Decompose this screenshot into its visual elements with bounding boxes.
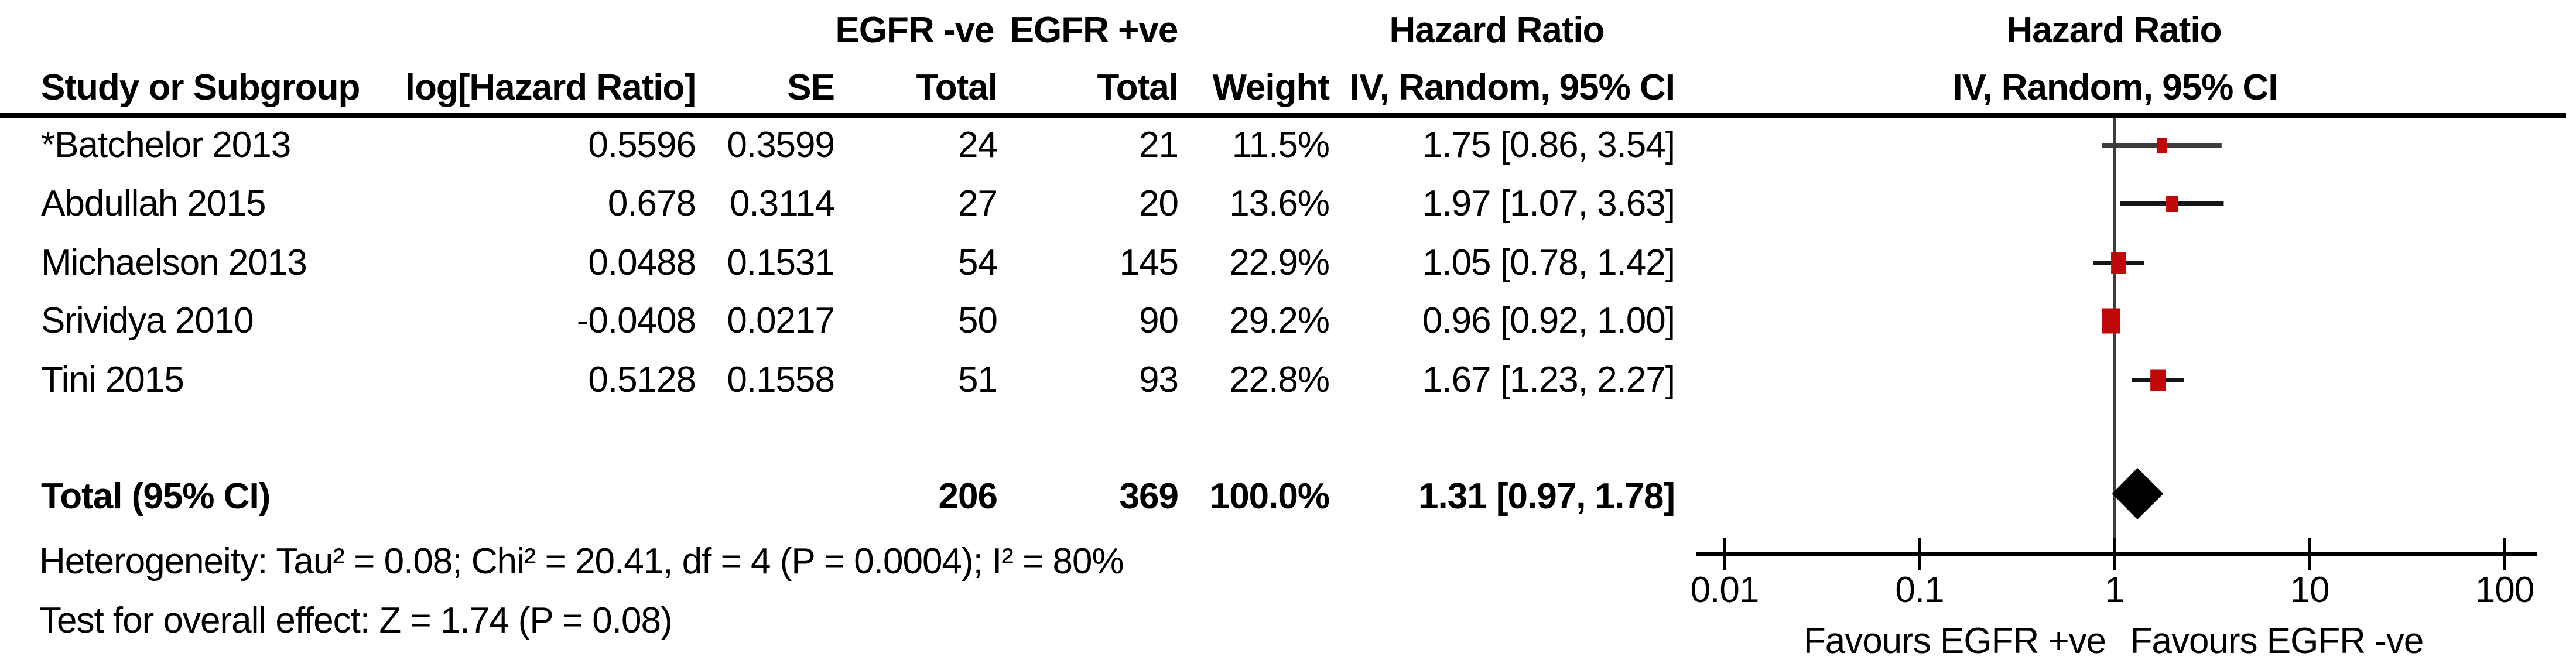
study-name: Abdullah 2015 [41,183,266,224]
cell-se: 0.3599 [727,125,835,165]
cell-egfr-pos-total: 90 [1139,300,1179,341]
cell-weight: 22.9% [1229,242,1330,283]
column-header-se: SE [787,67,835,108]
favours-right-label: Favours EGFR -ve [2130,621,2424,661]
total-diamond [2112,468,2164,519]
effect-box [2111,252,2127,274]
cell-weight: 11.5% [1231,125,1330,165]
cell-ci-text: 1.05 [0.78, 1.42] [1422,242,1675,283]
x-axis-tick [1723,538,1726,570]
no-effect-line [2113,118,2116,555]
cell-log-hr: 0.678 [607,183,696,224]
overall-effect-text: Test for overall effect: Z = 1.74 (P = 0… [39,600,673,641]
x-axis-line [1696,552,2537,556]
cell-egfr-pos-total: 20 [1139,183,1179,224]
x-axis-tick [2113,538,2116,570]
total-row-label: Total (95% CI) [41,476,271,517]
cell-ci-text: 1.75 [0.86, 3.54] [1422,125,1675,165]
cell-se: 0.3114 [729,183,835,224]
cell-egfr-neg-total: 51 [958,360,998,400]
cell-log-hr: -0.0408 [576,300,696,341]
cell-log-hr: 0.0488 [588,242,696,283]
cell-se: 0.0217 [727,300,835,341]
column-header-weight: Weight [1212,67,1330,108]
group-header-hazard-ratio-plot: Hazard Ratio [2006,10,2222,50]
column-header-ci-plot: IV, Random, 95% CI [1952,67,2278,108]
x-axis-tick [1918,538,1921,570]
study-name: *Batchelor 2013 [41,125,291,165]
column-header-study: Study or Subgroup [41,67,360,108]
cell-egfr-pos-total: 145 [1119,242,1179,283]
cell-weight: 22.8% [1229,360,1330,400]
cell-log-hr: 0.5128 [588,360,696,400]
x-axis-tick [2308,538,2311,570]
axis-tick-label: 0.01 [1690,570,1760,610]
total-egfr-neg-total: 206 [938,476,998,517]
x-axis-tick [2503,538,2506,570]
group-header-egfr-neg: EGFR -ve [835,10,994,50]
group-header-hazard-ratio-table: Hazard Ratio [1389,10,1605,50]
column-header-log-hr: log[Hazard Ratio] [405,67,696,108]
axis-tick-label: 10 [2290,570,2330,610]
cell-egfr-pos-total: 93 [1139,360,1179,400]
cell-se: 0.1531 [727,242,835,283]
cell-ci-text: 1.97 [1.07, 3.63] [1422,183,1675,224]
heterogeneity-text: Heterogeneity: Tau² = 0.08; Chi² = 20.41… [39,541,1124,582]
cell-ci-text: 0.96 [0.92, 1.00] [1422,300,1675,341]
cell-se: 0.1558 [727,360,835,400]
effect-box [2166,196,2178,212]
cell-egfr-neg-total: 24 [958,125,998,165]
effect-box [2156,138,2167,153]
cell-weight: 29.2% [1229,300,1330,341]
cell-egfr-neg-total: 50 [958,300,998,341]
cell-egfr-neg-total: 27 [958,183,998,224]
group-header-egfr-pos: EGFR +ve [1010,10,1179,50]
total-egfr-pos-total: 369 [1119,476,1179,517]
total-ci-text: 1.31 [0.97, 1.78] [1418,476,1675,517]
axis-tick-label: 0.1 [1895,570,1944,610]
column-header-total-egfr-pos: Total [1097,67,1179,108]
total-weight: 100.0% [1209,476,1330,517]
cell-log-hr: 0.5596 [588,125,696,165]
header-rule [0,113,2566,118]
cell-egfr-pos-total: 21 [1139,125,1179,165]
cell-weight: 13.6% [1229,183,1330,224]
study-name: Srividya 2010 [41,300,254,341]
axis-tick-label: 1 [2105,570,2125,610]
column-header-total-egfr-neg: Total [916,67,998,108]
cell-ci-text: 1.67 [1.23, 2.27] [1422,360,1675,400]
study-name: Tini 2015 [41,360,184,400]
effect-box [2150,369,2166,391]
study-name: Michaelson 2013 [41,242,307,283]
effect-box [2102,308,2120,334]
cell-egfr-neg-total: 54 [958,242,998,283]
favours-left-label: Favours EGFR +ve [1803,621,2106,661]
column-header-ci-table: IV, Random, 95% CI [1349,67,1675,108]
axis-tick-label: 100 [2475,570,2534,610]
